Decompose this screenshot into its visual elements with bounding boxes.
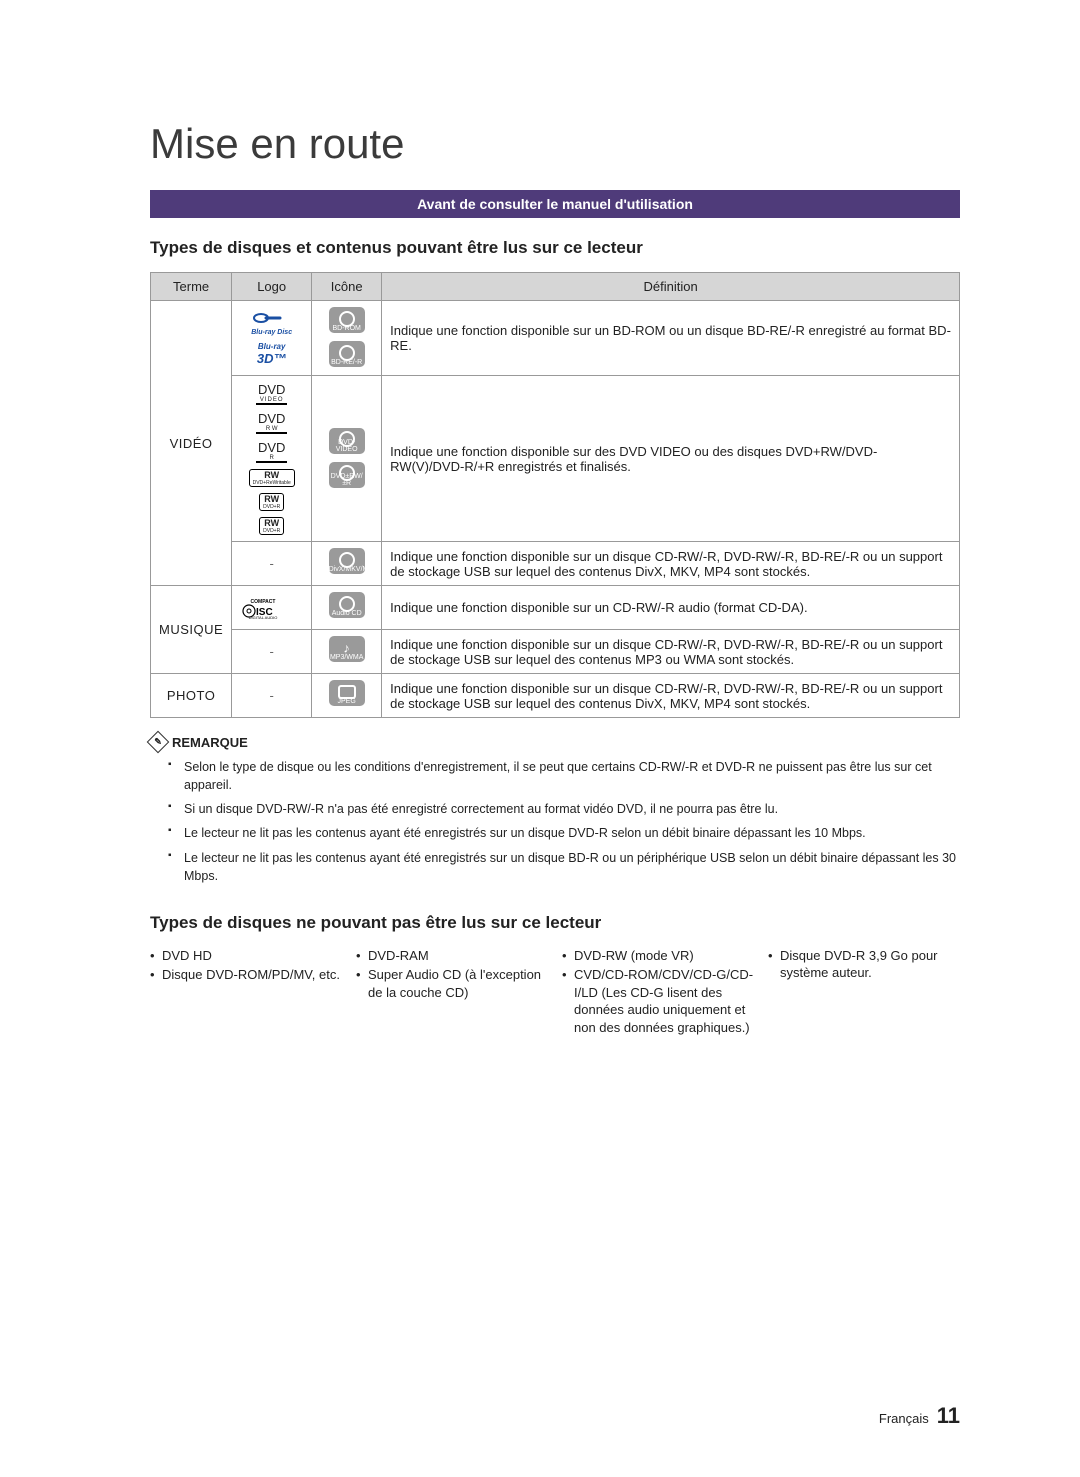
list-item: DVD-RW (mode VR) (562, 947, 754, 965)
logo-dvd: DVDVIDEO DVDR W DVDR RWDVD+ReWritable RW… (232, 376, 312, 542)
unplayable-col-2: DVD-RAM Super Audio CD (à l'exception de… (356, 947, 548, 1039)
logo-divx: - (232, 542, 312, 586)
logo-photo: - (232, 674, 312, 718)
table-row: PHOTO - JPEG Indique une fonction dispon… (151, 674, 960, 718)
term-photo: PHOTO (151, 674, 232, 718)
logo-cd: COMPACT ISC DIGITAL AUDIO (232, 586, 312, 630)
unplayable-col-1: DVD HD Disque DVD-ROM/PD/MV, etc. (150, 947, 342, 1039)
icon-mp3: MP3/WMA (312, 630, 382, 674)
unplayable-col-3: DVD-RW (mode VR) CVD/CD-ROM/CDV/CD-G/CD-… (562, 947, 754, 1039)
bluray-disc-icon: Blu-ray Disc (251, 310, 292, 337)
playable-heading: Types de disques et contenus pouvant êtr… (150, 238, 960, 258)
term-music: MUSIQUE (151, 586, 232, 674)
unplayable-col-4: Disque DVD-R 3,9 Go pour système auteur. (768, 947, 960, 1039)
section-banner: Avant de consulter le manuel d'utilisati… (150, 190, 960, 218)
def-bd: Indique une fonction disponible sur un B… (382, 301, 960, 376)
page-footer: Français 11 (879, 1403, 960, 1429)
rw-badge-3-icon: RWDVD+R (259, 517, 284, 535)
table-row: - DivX/MKV/MP4 Indique une fonction disp… (151, 542, 960, 586)
unplayable-heading: Types de disques ne pouvant pas être lus… (150, 913, 960, 933)
def-cdda: Indique une fonction disponible sur un C… (382, 586, 960, 630)
col-icon: Icône (312, 273, 382, 301)
playable-table: Terme Logo Icône Définition VIDÉO Blu-ra… (150, 272, 960, 718)
term-video: VIDÉO (151, 301, 232, 586)
list-item: DVD HD (150, 947, 342, 965)
icon-divx: DivX/MKV/MP4 (312, 542, 382, 586)
dvd-video-disc-icon: DVD-VIDEO (329, 428, 365, 454)
list-item: Disque DVD-R 3,9 Go pour système auteur. (768, 947, 960, 982)
icon-bd: BD-ROM BD-RE/-R (312, 301, 382, 376)
jpeg-icon: JPEG (329, 680, 365, 706)
compact-disc-icon: COMPACT ISC DIGITAL AUDIO (240, 597, 286, 619)
dvd-rw-disc-icon: DVD±RW/±R (329, 462, 365, 488)
mp3-wma-icon: MP3/WMA (329, 636, 365, 662)
table-row: MUSIQUE COMPACT ISC DIGITAL AUDIO Audio … (151, 586, 960, 630)
unplayable-columns: DVD HD Disque DVD-ROM/PD/MV, etc. DVD-RA… (150, 947, 960, 1039)
bd-re-icon: BD-RE/-R (329, 341, 365, 367)
col-term: Terme (151, 273, 232, 301)
col-logo: Logo (232, 273, 312, 301)
page-title: Mise en route (150, 120, 960, 168)
table-row: - MP3/WMA Indique une fonction disponibl… (151, 630, 960, 674)
table-row: DVDVIDEO DVDR W DVDR RWDVD+ReWritable RW… (151, 376, 960, 542)
rw-badge-1-icon: RWDVD+ReWritable (249, 469, 295, 487)
svg-text:COMPACT: COMPACT (251, 599, 276, 605)
list-item: Le lecteur ne lit pas les contenus ayant… (184, 849, 960, 885)
audio-cd-icon: Audio CD (329, 592, 365, 618)
list-item: Selon le type de disque ou les condition… (184, 758, 960, 794)
logo-mp3: - (232, 630, 312, 674)
logo-bluray: Blu-ray Disc Blu-ray 3D™ (232, 301, 312, 376)
footer-lang: Français (879, 1411, 929, 1426)
list-item: Si un disque DVD-RW/-R n'a pas été enreg… (184, 800, 960, 818)
divx-disc-icon: DivX/MKV/MP4 (329, 548, 365, 574)
remark-block: REMARQUE Selon le type de disque ou les … (150, 734, 960, 885)
remark-list: Selon le type de disque ou les condition… (150, 758, 960, 885)
table-row: VIDÉO Blu-ray Disc Blu-ray 3D™ (151, 301, 960, 376)
dvd-rw-icon: DVDR W (256, 411, 287, 434)
bd-rom-icon: BD-ROM (329, 307, 365, 333)
def-dvd: Indique une fonction disponible sur des … (382, 376, 960, 542)
rw-badge-2-icon: RWDVD+R (259, 493, 284, 511)
dvd-r-icon: DVDR (256, 440, 287, 463)
table-header-row: Terme Logo Icône Définition (151, 273, 960, 301)
dvd-video-icon: DVDVIDEO (256, 382, 287, 405)
remark-label: REMARQUE (172, 735, 248, 750)
remark-heading: REMARQUE (150, 734, 960, 750)
footer-page-number: 11 (937, 1403, 960, 1429)
list-item: Le lecteur ne lit pas les contenus ayant… (184, 824, 960, 842)
list-item: Disque DVD-ROM/PD/MV, etc. (150, 966, 342, 984)
icon-photo: JPEG (312, 674, 382, 718)
bluray-3d-icon: Blu-ray 3D™ (257, 343, 287, 366)
col-def: Définition (382, 273, 960, 301)
svg-text:DIGITAL AUDIO: DIGITAL AUDIO (249, 615, 278, 619)
list-item: CVD/CD-ROM/CDV/CD-G/CD-I/LD (Les CD-G li… (562, 966, 754, 1036)
list-item: DVD-RAM (356, 947, 548, 965)
icon-cdda: Audio CD (312, 586, 382, 630)
note-icon (147, 731, 170, 754)
def-photo: Indique une fonction disponible sur un d… (382, 674, 960, 718)
list-item: Super Audio CD (à l'exception de la couc… (356, 966, 548, 1001)
icon-dvd: DVD-VIDEO DVD±RW/±R (312, 376, 382, 542)
def-divx: Indique une fonction disponible sur un d… (382, 542, 960, 586)
def-mp3: Indique une fonction disponible sur un d… (382, 630, 960, 674)
